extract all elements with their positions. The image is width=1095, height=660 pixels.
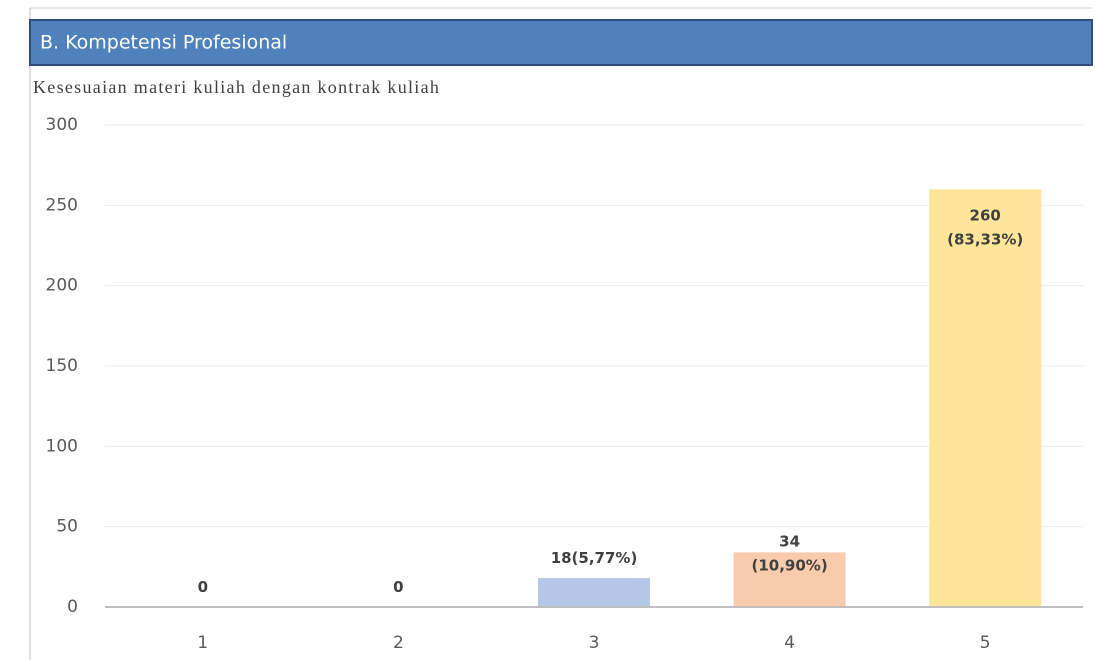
data-label: 18(5,77%) [551, 549, 638, 567]
bar [733, 552, 846, 607]
header-bar [29, 19, 1093, 66]
x-tick-label: 1 [197, 633, 208, 653]
y-tick-label: 0 [67, 597, 78, 617]
x-tick-label: 2 [393, 633, 404, 653]
data-label-line: 18(5,77%) [551, 549, 638, 567]
x-tick-label: 5 [980, 633, 991, 653]
data-label-line: 34 [779, 532, 800, 550]
y-tick-label: 300 [46, 115, 78, 135]
data-label-line: 0 [393, 578, 403, 596]
data-label-line: 260 [970, 206, 1001, 224]
y-tick-label: 100 [46, 436, 78, 456]
data-label: 34 (10,90%) [752, 532, 828, 574]
data-label: 260 (83,33%) [947, 206, 1023, 248]
data-label-line: 0 [198, 578, 208, 596]
y-tick-label: 200 [46, 276, 78, 296]
data-label: 0 [393, 578, 403, 596]
header-title: B. Kompetensi Profesional [40, 32, 287, 54]
data-label-line: (83,33%) [947, 230, 1023, 248]
chart-title: Kesesuaian materi kuliah dengan kontrak … [33, 77, 440, 97]
x-tick-label: 3 [589, 633, 600, 653]
data-label: 0 [198, 578, 208, 596]
data-label-line: (10,90%) [752, 556, 828, 574]
bar [929, 189, 1042, 607]
y-tick-label: 150 [46, 356, 78, 376]
x-tick-label: 4 [784, 633, 795, 653]
bar [538, 578, 650, 607]
y-tick-label: 250 [46, 195, 78, 215]
y-tick-label: 50 [56, 517, 78, 537]
